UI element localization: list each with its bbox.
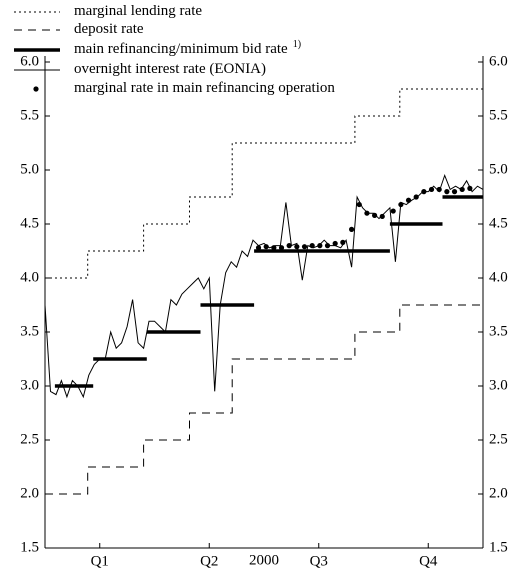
y-tick-label: 2.0	[20, 485, 39, 501]
x-axis-label: 2000	[249, 552, 279, 568]
data-point	[349, 226, 355, 232]
y-tick-label: 6.0	[20, 53, 39, 69]
legend-label: main refinancing/minimum bid rate 1)	[74, 39, 301, 57]
y-tick-label: 3.0	[20, 377, 39, 393]
y-tick-label: 3.5	[20, 323, 39, 339]
series-line	[44, 173, 484, 399]
series-line	[45, 304, 483, 495]
y2-tick-label: 4.0	[489, 269, 508, 285]
legend-label: deposit rate	[74, 21, 144, 37]
data-point	[286, 243, 292, 249]
legend-label: marginal rate in main refinancing operat…	[74, 80, 335, 96]
legend-label: marginal lending rate	[74, 3, 202, 19]
x-tick-label: Q3	[310, 553, 328, 569]
legend-name: main refinancing/minimum bid rate	[74, 41, 288, 57]
y2-tick-label: 1.5	[489, 539, 508, 555]
x-tick-label: Q4	[419, 553, 438, 569]
legend-note: 1)	[293, 39, 301, 50]
data-point	[278, 245, 285, 251]
x-tick-label: Q2	[200, 553, 218, 569]
data-point	[421, 189, 427, 195]
data-point	[390, 208, 396, 214]
data-point	[356, 201, 362, 208]
series-line	[45, 88, 483, 279]
y-tick-label: 5.5	[20, 107, 39, 123]
legend-swatch	[33, 86, 39, 92]
data-point	[340, 239, 346, 245]
y-tick-label: 5.0	[20, 161, 39, 177]
y2-tick-label: 2.5	[489, 431, 508, 447]
y-tick-label: 4.5	[20, 215, 39, 231]
data-point	[263, 244, 269, 250]
data-point	[428, 186, 435, 193]
data-point	[294, 244, 300, 250]
data-point	[324, 243, 331, 249]
y-tick-label: 1.5	[20, 539, 39, 555]
data-point	[371, 212, 378, 218]
y2-tick-label: 5.0	[489, 161, 508, 177]
legend-name: marginal lending rate	[74, 3, 202, 19]
data-point	[436, 186, 442, 193]
data-point	[405, 197, 412, 203]
legend-name: deposit rate	[74, 21, 144, 37]
data-point	[255, 245, 262, 251]
data-point	[451, 189, 458, 195]
y2-tick-label: 3.5	[489, 323, 508, 339]
data-point	[317, 243, 323, 249]
y2-tick-label: 2.0	[489, 485, 508, 501]
y2-tick-label: 6.0	[489, 53, 508, 69]
series-line	[54, 195, 483, 388]
data-point	[301, 244, 308, 250]
x-tick-label: Q1	[91, 553, 109, 569]
legend-name: marginal rate in main refinancing operat…	[74, 80, 335, 96]
data-point	[467, 185, 473, 191]
data-point	[271, 245, 277, 251]
data-point	[459, 186, 465, 193]
legend-label: overnight interest rate (EONIA)	[74, 61, 266, 77]
y2-tick-label: 4.5	[489, 215, 508, 231]
legend-name: overnight interest rate (EONIA)	[74, 61, 266, 77]
y2-tick-label: 5.5	[489, 107, 508, 123]
data-point	[444, 189, 450, 195]
data-point	[309, 243, 315, 249]
data-point	[332, 240, 338, 247]
data-point	[398, 201, 404, 208]
data-point	[379, 213, 385, 220]
y-tick-label: 2.5	[20, 431, 39, 447]
y2-tick-label: 3.0	[489, 377, 508, 393]
data-point	[364, 210, 370, 216]
y-tick-label: 4.0	[20, 269, 39, 285]
data-point	[413, 194, 419, 200]
